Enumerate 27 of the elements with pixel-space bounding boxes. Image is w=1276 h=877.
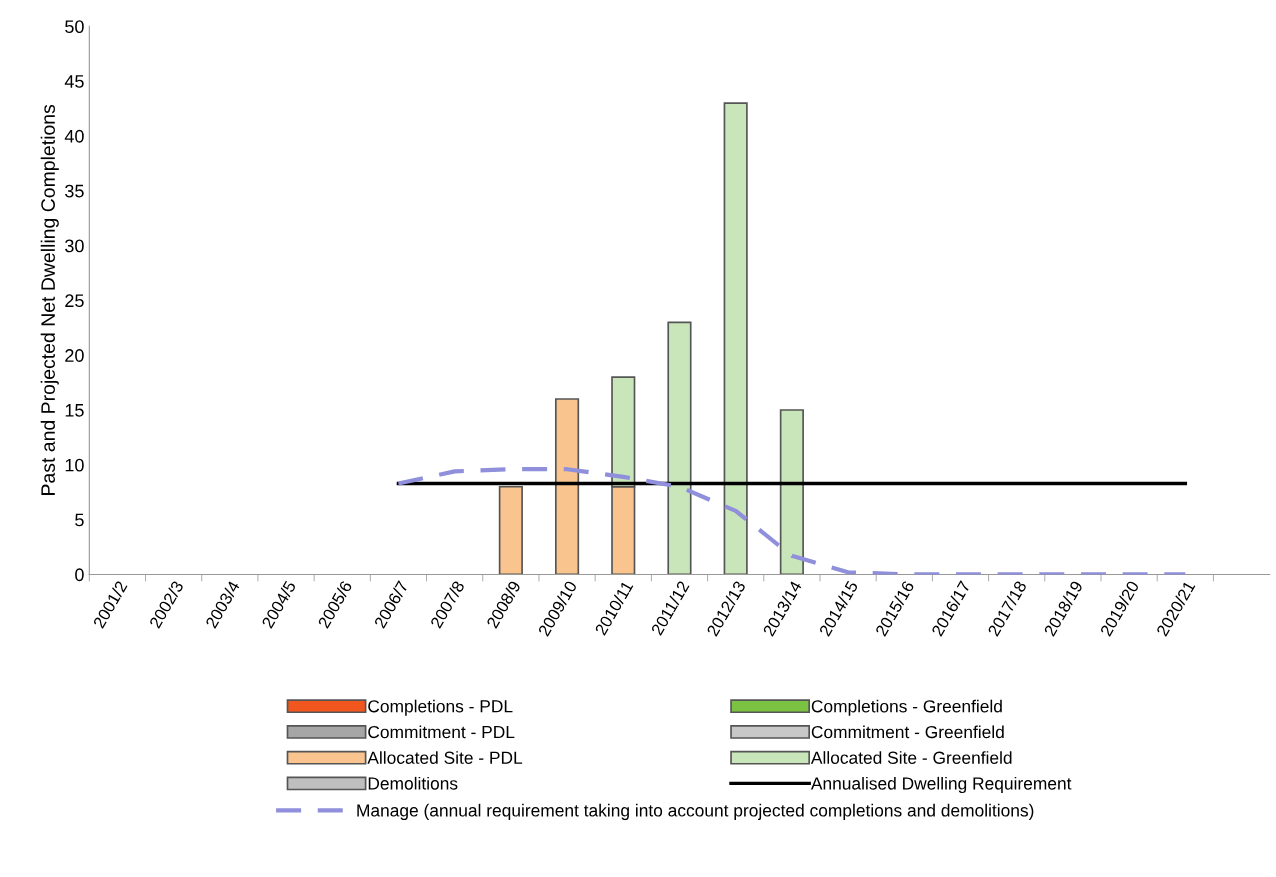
y-tick-label: 50 <box>65 20 84 34</box>
y-tick-label: 20 <box>65 349 84 362</box>
legend-label: Annualised Dwelling Requirement <box>810 776 1072 794</box>
legend-label: Allocated Site - PDL <box>367 751 523 764</box>
legend-label: Commitment - Greenfield <box>811 725 1004 739</box>
legend-label: Completions - PDL <box>368 699 513 716</box>
y-tick-label: 30 <box>65 239 84 253</box>
y-tick-label: 40 <box>64 129 84 143</box>
bar <box>667 321 692 575</box>
bar <box>554 398 580 575</box>
y-tick-label: 0 <box>75 568 84 582</box>
bar <box>779 409 804 575</box>
y-axis-title: Past and Projected Net Dwelling Completions <box>40 104 59 495</box>
legend-label: Manage (annual requirement taking into account projected completions and demolitions) <box>357 803 1034 821</box>
legend-label: Completions - Greenfield <box>811 699 1002 716</box>
legend-label: Commitment - PDL <box>368 725 515 739</box>
y-tick-label: 35 <box>65 184 84 198</box>
y-tick-label: 15 <box>65 404 84 417</box>
y-tick-label: 25 <box>65 294 84 308</box>
y-tick-label: 45 <box>64 75 84 88</box>
y-tick-label: 5 <box>75 513 84 527</box>
y-tick-label: 10 <box>65 458 84 472</box>
legend-label: Demolitions <box>368 776 458 790</box>
bar <box>498 485 523 575</box>
line-series <box>396 467 1188 575</box>
legend-label: Allocated Site - Greenfield <box>810 751 1012 764</box>
bar <box>723 102 748 575</box>
